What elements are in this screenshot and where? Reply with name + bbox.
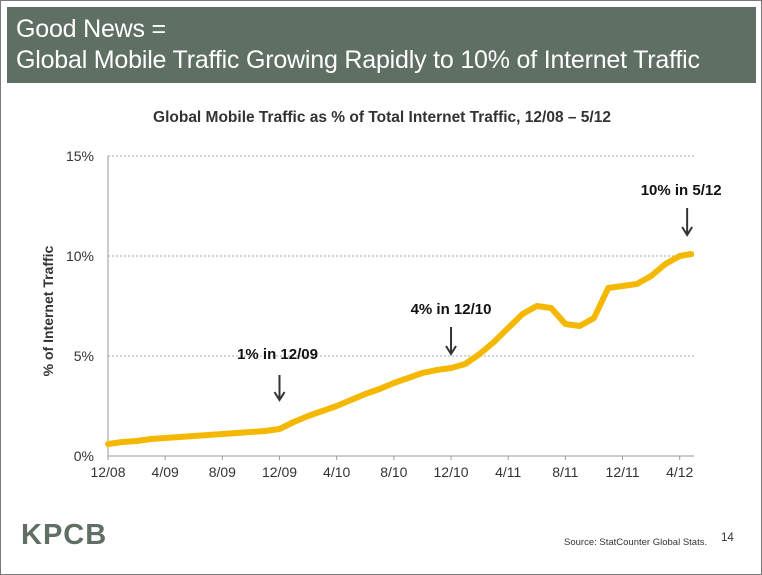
data-point xyxy=(688,251,694,257)
x-tick-label: 4/11 xyxy=(495,464,521,480)
data-point xyxy=(563,321,568,327)
x-tick-label: 12/11 xyxy=(606,464,640,480)
annotation-arrow-head xyxy=(681,226,693,237)
data-point xyxy=(105,441,111,447)
annotation-label: 10% in 5/12 xyxy=(641,182,722,199)
data-point xyxy=(477,351,482,357)
y-tick-labels: 0% 5% 10% 15% xyxy=(66,148,94,464)
data-point xyxy=(277,426,282,432)
data-point xyxy=(505,325,511,331)
annotation-label: 1% in 12/09 xyxy=(237,346,318,363)
x-tick-label: 8/11 xyxy=(552,464,578,480)
annotations: 1% in 12/09 4% in 12/10 10% in 5/12 xyxy=(237,182,722,402)
data-point xyxy=(234,430,239,436)
data-point xyxy=(248,429,254,435)
chart-title: Global Mobile Traffic as % of Total Inte… xyxy=(153,109,611,126)
x-tick-label: 12/10 xyxy=(434,464,469,480)
x-tick-label: 4/10 xyxy=(323,464,350,480)
data-point xyxy=(148,436,154,442)
x-tick-label: 8/09 xyxy=(209,464,236,480)
data-point xyxy=(448,365,454,371)
data-point xyxy=(177,434,182,440)
data-point xyxy=(591,315,597,321)
data-point xyxy=(291,419,297,425)
data-point xyxy=(220,431,225,437)
data-point xyxy=(377,386,382,392)
x-tick-label: 8/10 xyxy=(380,464,407,480)
data-point xyxy=(620,283,625,289)
data-point xyxy=(434,367,439,373)
data-point xyxy=(191,433,196,439)
x-tick-label: 12/09 xyxy=(262,464,297,480)
data-point xyxy=(534,303,539,309)
annotation-arrow-head xyxy=(273,391,286,402)
kpcb-logo: KPCB xyxy=(21,519,108,551)
data-point xyxy=(334,403,339,409)
x-tick-label: 4/09 xyxy=(152,464,179,480)
banner-subheadline: Global Mobile Traffic Growing Rapidly to… xyxy=(16,46,700,74)
data-point xyxy=(405,375,411,381)
data-point xyxy=(663,261,668,267)
annotation-arrow-head xyxy=(445,345,457,356)
data-point xyxy=(520,311,525,317)
y-tick-label: 10% xyxy=(66,248,94,264)
data-point xyxy=(634,281,640,287)
title-banner: Good News = Global Mobile Traffic Growin… xyxy=(7,7,756,83)
data-point xyxy=(677,253,682,259)
y-tick-label: 5% xyxy=(74,348,94,364)
banner-headline: Good News = xyxy=(16,15,166,43)
data-point xyxy=(305,413,311,419)
data-point xyxy=(263,428,268,434)
data-point xyxy=(606,285,611,291)
annotation-label: 4% in 12/10 xyxy=(411,301,492,318)
data-point xyxy=(463,361,468,367)
grid-lines xyxy=(108,155,694,357)
data-point xyxy=(420,370,425,376)
axes xyxy=(107,156,694,460)
x-tick-label: 4/12 xyxy=(666,464,693,480)
series-line xyxy=(105,251,695,447)
data-point xyxy=(391,380,397,386)
data-point xyxy=(348,397,354,403)
data-point xyxy=(162,435,168,441)
data-point xyxy=(577,323,582,329)
y-tick-label: 15% xyxy=(66,148,94,164)
data-point xyxy=(648,273,654,279)
page-number: 14 xyxy=(721,532,734,544)
data-point xyxy=(134,438,139,444)
data-point xyxy=(120,439,125,445)
data-point xyxy=(363,391,368,397)
data-point xyxy=(320,408,325,414)
x-tick-labels: 12/08 4/09 8/09 12/09 4/10 8/10 12/10 4/11 8/11 1… xyxy=(90,464,693,480)
data-point xyxy=(548,305,554,311)
y-tick-label: 0% xyxy=(74,448,94,464)
series-layer xyxy=(105,251,695,447)
x-tick-label: 12/08 xyxy=(90,464,125,480)
data-point xyxy=(491,339,497,345)
source-note: Source: StatCounter Global Stats. xyxy=(564,537,708,548)
data-point xyxy=(205,432,211,438)
y-axis-label: % of Internet Traffic xyxy=(40,245,56,376)
